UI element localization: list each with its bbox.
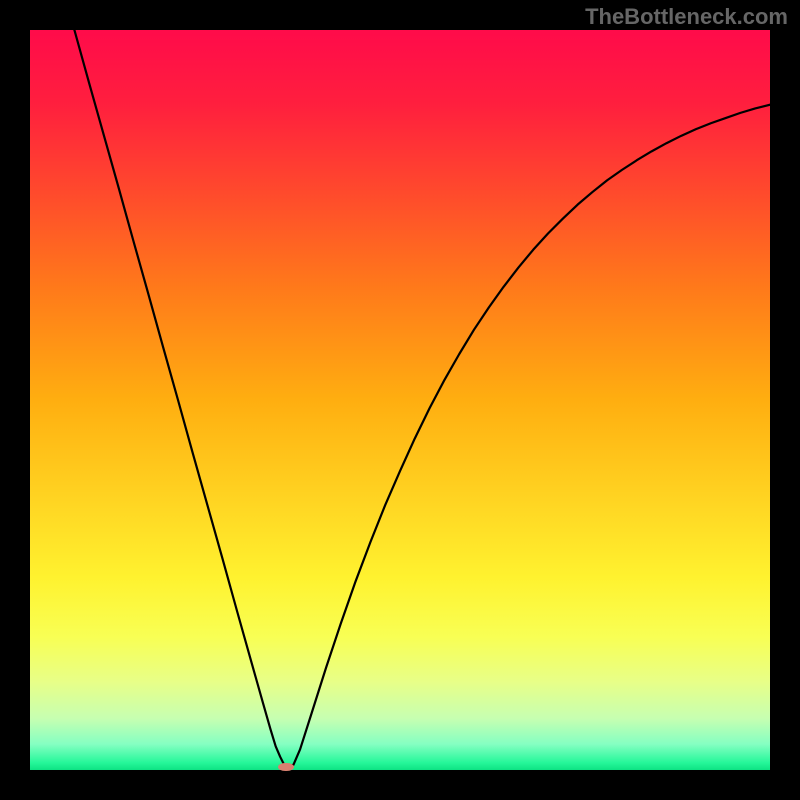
curve-svg — [30, 30, 770, 770]
plot-area — [30, 30, 770, 770]
chart-frame: TheBottleneck.com — [0, 0, 800, 800]
minimum-marker — [278, 763, 294, 772]
bottleneck-curve — [74, 30, 770, 766]
watermark-text: TheBottleneck.com — [585, 4, 788, 30]
